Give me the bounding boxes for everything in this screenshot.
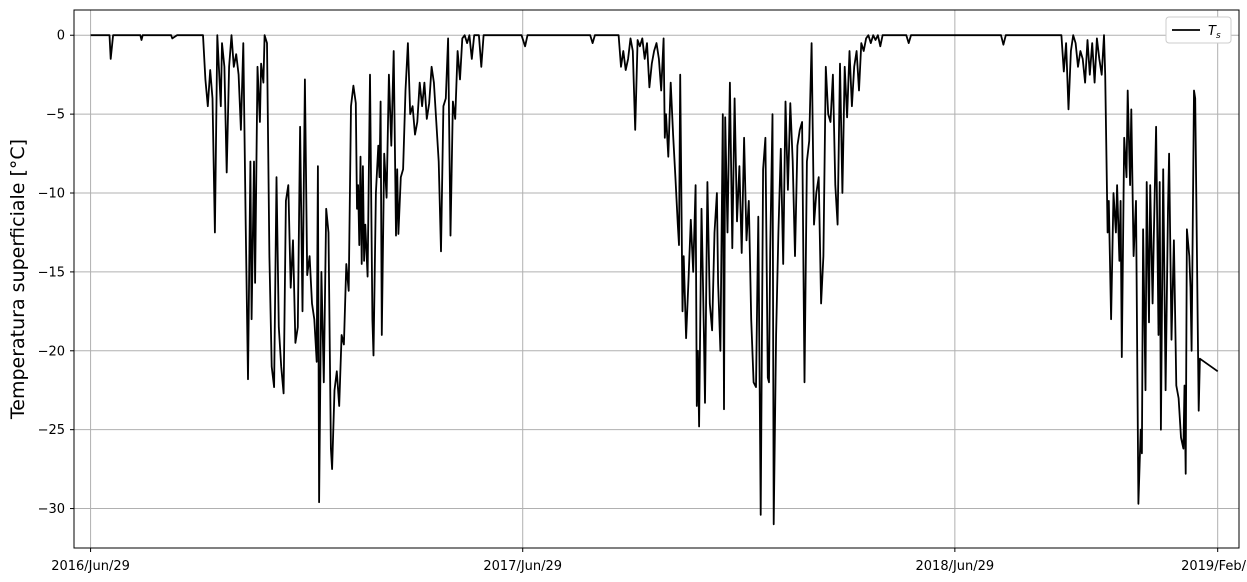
y-axis-label: Temperatura superficiale [°C]	[7, 139, 29, 420]
legend-label-sub: s	[1216, 31, 1221, 41]
x-axis: 2016/Jun/29 2017/Jun/29 2018/Jun/29 2019/Fe…	[51, 548, 1247, 574]
x-tick-label: 2019/Feb/6	[1181, 559, 1247, 574]
y-tick-label: −30	[38, 502, 65, 517]
y-axis: 0 −5 −10 −15 −20 −25 −30	[38, 29, 74, 517]
x-tick-label: 2017/Jun/29	[483, 559, 562, 574]
y-tick-label: −20	[38, 344, 65, 359]
x-tick-label: 2016/Jun/29	[51, 559, 130, 574]
plot-area-frame	[73, 9, 1240, 549]
y-tick-label: −10	[38, 187, 65, 202]
y-tick-label: −5	[46, 108, 65, 123]
legend-label-ts: Ts	[1208, 24, 1221, 41]
legend: Ts	[1165, 16, 1232, 44]
y-tick-label: 0	[57, 29, 65, 44]
y-tick-label: −15	[38, 265, 65, 280]
series-line-ts	[90, 34, 1219, 526]
x-tick-label: 2018/Jun/29	[916, 559, 995, 574]
y-tick-label: −25	[38, 423, 65, 438]
legend-label-main: T	[1208, 24, 1217, 39]
